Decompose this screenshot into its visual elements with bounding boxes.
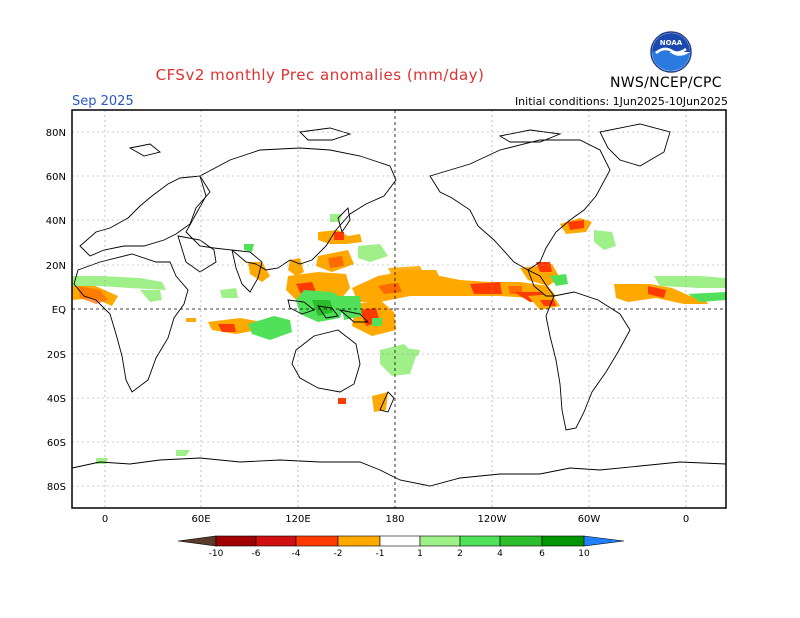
- colorbar-swatch: [255, 535, 297, 547]
- colorbar-label: 10: [578, 549, 590, 559]
- coastlines: [71, 123, 727, 487]
- lon-label: 120E: [285, 514, 310, 525]
- colorbar-swatch: [499, 535, 543, 547]
- forecast-month: Sep 2025: [72, 94, 134, 109]
- colorbar-swatch: [419, 535, 461, 547]
- lat-label: 40S: [47, 394, 66, 405]
- lat-label: 20S: [47, 350, 66, 361]
- colorbar-label: 1: [417, 549, 423, 559]
- noaa-logo: NOAA: [650, 31, 692, 73]
- colorbar-label: -10: [209, 549, 224, 559]
- colorbar-swatch: [459, 535, 501, 547]
- map-frame: [71, 109, 727, 509]
- colorbar-labels: -10 -6 -4 -2 -1 1 2 4 6 10: [209, 549, 590, 559]
- anomaly-fill: [72, 214, 726, 464]
- colorbar-swatch: [295, 535, 339, 547]
- agency-label: NWS/NCEP/CPC: [610, 75, 722, 91]
- colorbar-label: -6: [252, 549, 261, 559]
- lon-label: 0: [102, 514, 108, 525]
- colorbar-swatch: [541, 535, 585, 547]
- colorbar-swatch: [337, 535, 381, 547]
- gridlines: [72, 110, 726, 508]
- colorbar-label: -4: [292, 549, 301, 559]
- colorbar-label: 4: [497, 549, 503, 559]
- lat-label: 20N: [46, 261, 66, 272]
- lon-label: 60E: [191, 514, 210, 525]
- logo-text: NOAA: [660, 39, 683, 47]
- lon-label: 60W: [578, 514, 601, 525]
- colorbar-arrow-low: [177, 535, 217, 547]
- colorbar-label: 6: [539, 549, 545, 559]
- lon-label: 120W: [478, 514, 507, 525]
- lon-label: 0: [683, 514, 689, 525]
- colorbar: [177, 535, 625, 547]
- colorbar-label: -2: [334, 549, 343, 559]
- lat-label: 80N: [46, 128, 66, 139]
- initial-conditions: Initial conditions: 1Jun2025-10Jun2025: [514, 95, 728, 108]
- colorbar-arrow-high: [583, 535, 625, 547]
- lon-labels: 0 60E 120E 180 120W 60W 0: [102, 514, 689, 525]
- lat-label: 60S: [47, 438, 66, 449]
- lat-label: EQ: [52, 305, 66, 316]
- colorbar-swatch: [379, 535, 421, 547]
- lat-label: 40N: [46, 216, 66, 227]
- lat-label: 60N: [46, 172, 66, 183]
- lon-label: 180: [385, 514, 404, 525]
- colorbar-label: 2: [457, 549, 463, 559]
- lat-labels: 80N 60N 40N 20N EQ 20S 40S 60S 80S: [46, 128, 66, 493]
- colorbar-swatch: [215, 535, 257, 547]
- reference-lines: [72, 110, 726, 508]
- map-title: CFSv2 monthly Prec anomalies (mm/day): [155, 66, 485, 84]
- colorbar-label: -1: [376, 549, 385, 559]
- lat-label: 80S: [47, 482, 66, 493]
